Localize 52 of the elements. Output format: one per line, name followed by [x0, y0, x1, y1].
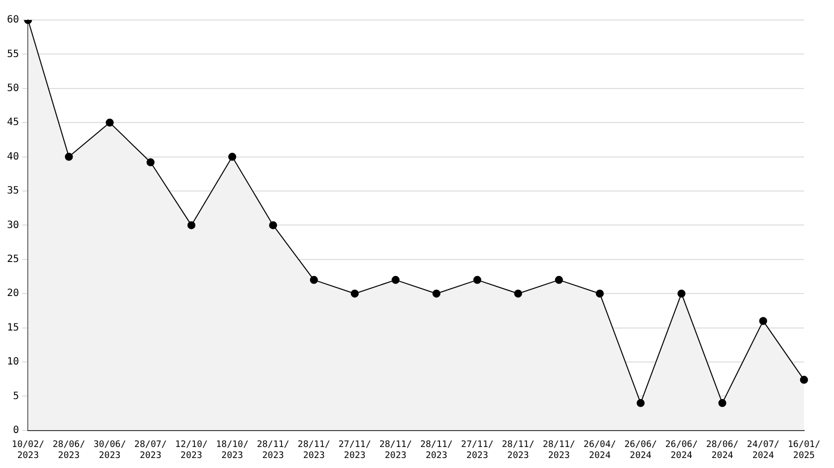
x-tick-label: 28/11/2023: [502, 440, 534, 461]
point: [718, 399, 726, 408]
x-tick-label: 30/06/2023: [93, 440, 126, 461]
point: [596, 290, 604, 298]
point: [473, 276, 482, 284]
x-tick-label: 28/11/2023: [298, 440, 330, 461]
x-tick-label: 26/06/2024: [665, 440, 698, 461]
y-tick-label: 60: [6, 14, 20, 26]
x-tick-label: 28/11/2023: [542, 440, 576, 461]
point: [554, 276, 563, 284]
point: [310, 276, 318, 284]
x-tick-label: 28/11/2023: [379, 440, 412, 461]
x-tick-label: 28/11/2023: [256, 440, 290, 461]
x-tick-label: 18/10/2023: [216, 440, 248, 461]
point: [228, 152, 236, 161]
x-tick-label: 12/10/2023: [175, 440, 208, 461]
y-tick-label: 5: [13, 390, 20, 402]
y-tick-label: 20: [6, 288, 20, 300]
y-tick-label: 50: [6, 82, 20, 94]
y-tick-label: 45: [6, 117, 20, 128]
x-tick-label: 28/07/2023: [134, 440, 167, 461]
x-tick-label: 26/04/2024: [584, 440, 616, 461]
y-tick-label: 15: [6, 322, 20, 334]
x-tick-label: 28/06/2024: [706, 440, 739, 461]
point: [800, 376, 808, 384]
x-tick-label: 10/02/2023: [12, 440, 44, 461]
point: [514, 290, 522, 298]
x-tick-label: 24/07/2024: [746, 440, 780, 461]
point: [392, 276, 400, 284]
y-tick-label: 25: [6, 254, 20, 265]
point: [106, 118, 114, 127]
x-tick-label: 28/06/2023: [52, 440, 86, 461]
point: [759, 316, 768, 325]
y-tick-label: 30: [6, 220, 20, 231]
y-tick-label: 55: [6, 48, 20, 60]
point: [677, 290, 686, 298]
x-tick-label: 27/11/2023: [338, 440, 372, 461]
x-tick-label: 27/11/2023: [461, 440, 494, 461]
point: [146, 158, 155, 166]
y-tick-label: 40: [6, 151, 20, 162]
y-tick-label: 35: [6, 186, 20, 197]
x-tick-label: 26/06/2024: [624, 440, 657, 461]
point: [350, 290, 359, 298]
point: [636, 399, 645, 408]
point: [64, 152, 73, 161]
point: [269, 221, 278, 230]
point: [432, 290, 440, 298]
y-tick-label: 0: [13, 424, 20, 436]
y-tick-label: 10: [6, 356, 20, 368]
x-tick-label: 28/11/2023: [420, 440, 453, 461]
x-tick-label: 16/01/2025: [788, 440, 820, 461]
point: [187, 221, 196, 230]
